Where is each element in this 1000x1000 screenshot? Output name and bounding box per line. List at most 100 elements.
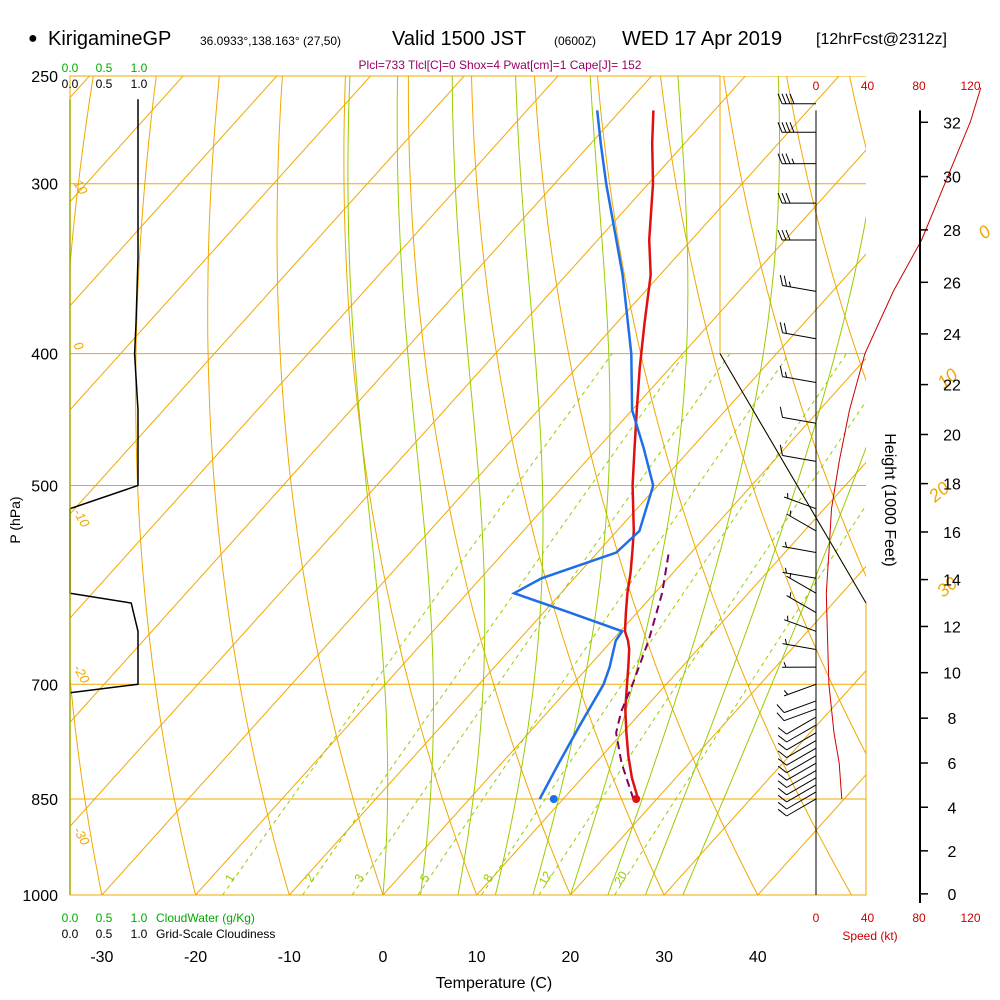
wind-barb: [777, 762, 817, 781]
wind-barb-half-feather: [784, 638, 787, 645]
wind-barb: [786, 592, 817, 614]
wind-barb-feather: [777, 780, 787, 788]
dry-adiabat: [276, 76, 384, 895]
cloudwater-tick-bottom: 1.0: [131, 911, 148, 925]
temperature-axis-label: Temperature (C): [436, 975, 552, 992]
wind-barb-feather: [785, 93, 791, 104]
dry-adiabat: [470, 76, 665, 895]
height-tick-label: 30: [943, 170, 961, 187]
wind-barb-half-feather: [788, 281, 791, 288]
dewpoint-series: [511, 110, 655, 800]
wind-barb-feather: [777, 787, 787, 796]
wind-barb: [783, 615, 817, 632]
isotherm: [70, 76, 184, 203]
wind-barb-half-feather: [783, 690, 789, 695]
height-tick-label: 6: [948, 756, 957, 773]
wind-speed-tick-top: 0: [813, 79, 820, 93]
wind-barb-staff: [782, 332, 817, 340]
wind-barb-staff: [786, 724, 817, 743]
wind-barb-staff: [786, 513, 817, 532]
wind-barb-staff: [786, 747, 817, 766]
wind-barb-staff: [783, 683, 817, 697]
dry-adiabat: [596, 76, 853, 895]
mixing-ratio-label: 1: [222, 871, 238, 884]
height-tick-label: 14: [943, 573, 961, 590]
cloudiness-tick-bottom: 1.0: [131, 927, 148, 941]
height-tick-label: 28: [943, 223, 961, 240]
height-tick-label: 2: [948, 844, 957, 861]
mixing-ratio-line: [614, 504, 866, 895]
wind-barb-staff: [786, 777, 817, 796]
pressure-tick-label: 850: [31, 792, 58, 809]
wind-barb-feather: [785, 192, 791, 204]
wind-barb: [777, 798, 817, 817]
temperature-tick-label: -10: [278, 949, 301, 966]
wind-barb-feather: [789, 122, 795, 133]
height-tick-label: 18: [943, 477, 961, 494]
isotherm-label: 0: [974, 221, 995, 243]
wind-barb-feather: [777, 758, 787, 766]
station-name: KirigamineGP: [48, 28, 172, 50]
moist-adiabat: [569, 76, 689, 895]
wind-barb-staff: [786, 575, 817, 594]
wind-barb-half-feather: [784, 371, 787, 378]
wind-barb-half-feather: [783, 662, 787, 668]
dewpoint-surface-marker: [549, 794, 558, 803]
isotherm: [70, 76, 372, 411]
wind-barb: [779, 322, 817, 340]
wind-barb-staff: [782, 416, 817, 424]
height-tick-label: 26: [943, 275, 961, 292]
isotherm: [476, 461, 866, 895]
height-tick-label: 4: [948, 800, 957, 817]
plot-frame: [69, 75, 867, 896]
wind-barb-staff: [786, 716, 817, 735]
temperature-line: [623, 110, 655, 800]
wind-barb-half-feather: [784, 541, 787, 548]
valid-time: Valid 1500 JST: [392, 28, 527, 50]
mixing-ratio-line: [417, 353, 790, 895]
wind-barb-feather: [776, 704, 785, 713]
wind-barb-staff: [782, 455, 817, 462]
dry-adiabat: [207, 76, 290, 895]
wind-barb-staff: [786, 770, 817, 788]
pressure-tick-label: 300: [31, 177, 58, 194]
wind-barb: [781, 662, 817, 668]
wind-speed-axis-label: Speed (kt): [842, 929, 897, 943]
mixing-ratio-label: 8: [480, 871, 496, 884]
wind-barb-feather: [777, 122, 783, 133]
wind-speed-profile: [825, 87, 982, 800]
cloudiness-profile: [69, 99, 139, 694]
cloudiness-tick-top: 1.0: [131, 77, 148, 91]
isotherm: [663, 669, 866, 895]
wind-barb: [779, 365, 817, 383]
isotherm: [70, 76, 278, 307]
temperature-series: [623, 110, 655, 800]
wind-barb-staff: [783, 708, 817, 722]
wind-barb-feather: [785, 122, 791, 133]
pressure-axis-label: P (hPa): [7, 496, 23, 543]
wind-barb: [777, 732, 817, 751]
mixing-ratio-label: 2: [302, 871, 318, 884]
moist-adiabat: [682, 446, 866, 895]
wind-barb: [777, 716, 817, 735]
forecast-info: [12hrFcst@2312z]: [816, 31, 947, 48]
wind-barb-feather: [789, 93, 795, 104]
wind-barb-feather: [779, 274, 783, 286]
dry-adiabat: [659, 76, 866, 755]
valid-zulu: (0600Z): [554, 34, 597, 48]
pressure-tick-label: 400: [31, 347, 58, 364]
mixing-ratio-label: 3: [351, 871, 367, 884]
temperature-tick-label: 0: [379, 949, 388, 966]
moist-adiabat: [347, 76, 389, 895]
temperature-surface-marker: [632, 794, 641, 803]
wind-barb-feather: [777, 229, 783, 241]
wind-barb: [786, 510, 817, 532]
pressure-tick-label: 500: [31, 479, 58, 496]
wind-barb-feather: [777, 765, 787, 774]
dry-adiabat: [886, 0, 1000, 924]
valid-date: WED 17 Apr 2019: [622, 28, 783, 50]
wind-barb: [776, 700, 817, 714]
frame-diagonal: [719, 353, 867, 604]
dewpoint-line: [511, 110, 655, 800]
moist-adiabat: [607, 76, 780, 895]
